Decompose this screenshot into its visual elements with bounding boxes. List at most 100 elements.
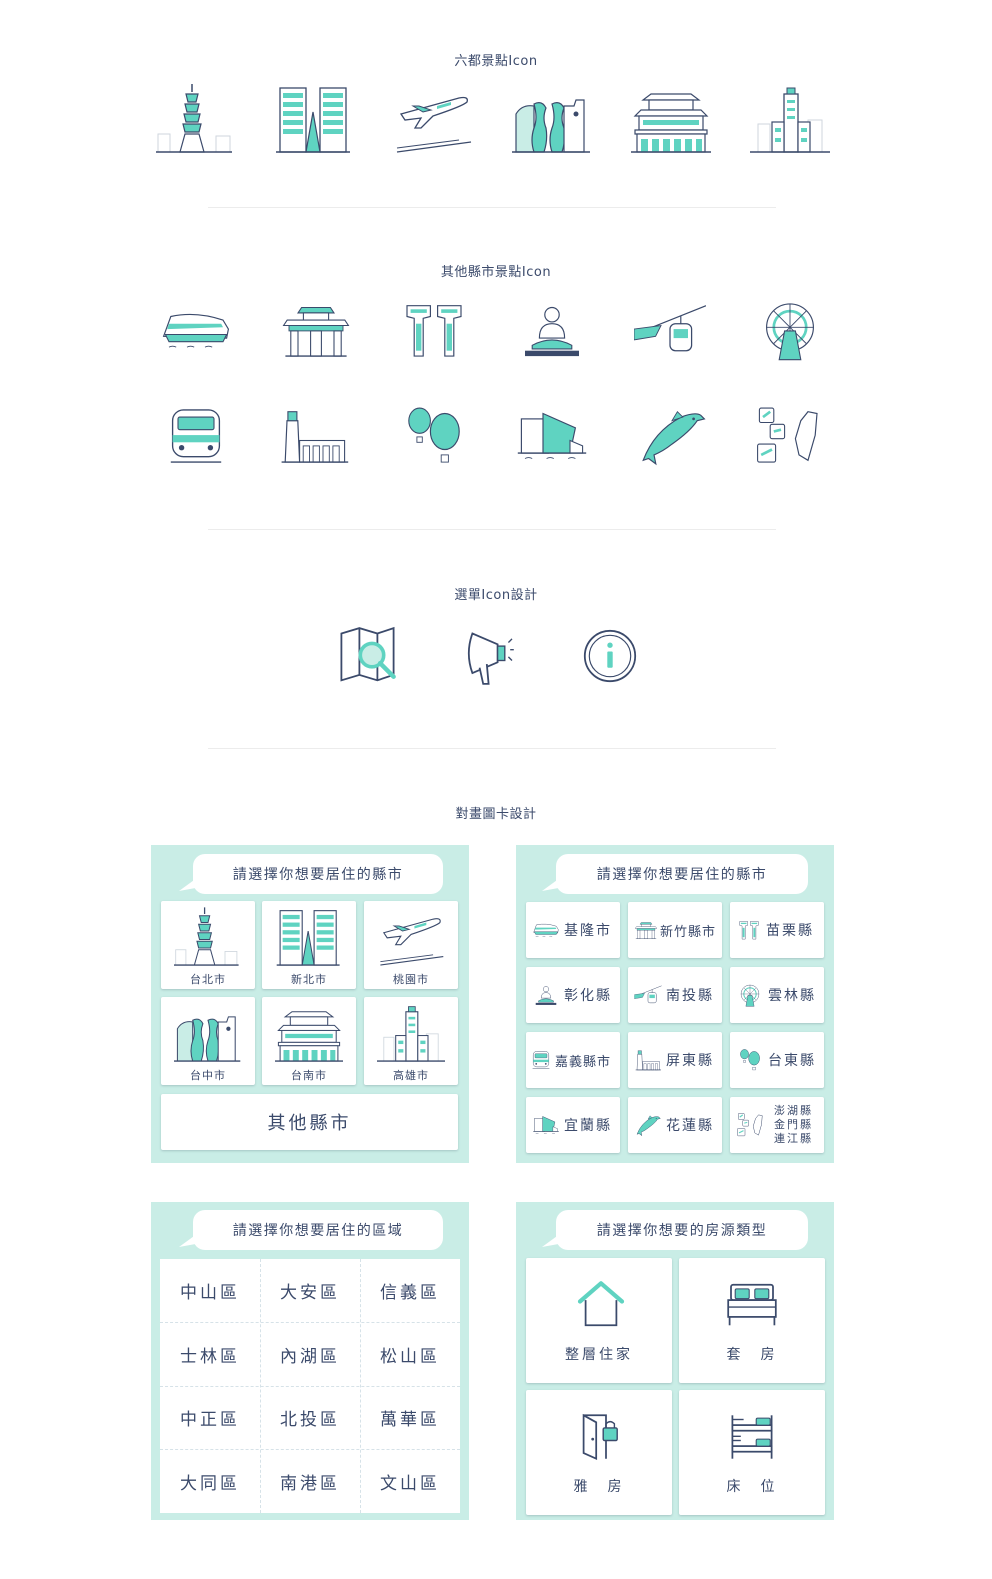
gondola-icon xyxy=(634,298,706,362)
megaphone-icon xyxy=(458,624,530,688)
district-option[interactable]: 大同區 xyxy=(180,1474,240,1494)
train-icon xyxy=(160,404,232,468)
gondola-icon xyxy=(634,983,662,1007)
county-label: 基隆市 xyxy=(564,923,612,939)
islands-label-stack: 澎湖縣 金門縣 連江縣 xyxy=(774,1104,813,1146)
section-title-six-cities: 六都景點Icon xyxy=(454,54,538,69)
room-type-label: 整層住家 xyxy=(565,1347,633,1363)
buddha-statue-icon xyxy=(532,983,560,1007)
county-label: 台東縣 xyxy=(768,1053,816,1069)
outlying-islands-icon xyxy=(736,1110,766,1140)
county-label: 雲林縣 xyxy=(768,988,816,1004)
city-card-new-taipei[interactable]: 新北市 xyxy=(262,901,356,989)
dolphin-icon xyxy=(636,404,708,468)
kaohsiung-tower-icon xyxy=(750,84,830,154)
city-card-kaohsiung[interactable]: 高雄市 xyxy=(364,997,458,1085)
taipei-101-icon xyxy=(156,84,236,154)
lighthouse-icon xyxy=(634,1048,662,1072)
room-type-entire-home[interactable]: 整層住家 xyxy=(526,1258,672,1383)
new-taipei-building-icon xyxy=(274,84,354,154)
buddha-statue-icon xyxy=(516,298,588,362)
room-type-suite[interactable]: 套 房 xyxy=(679,1258,825,1383)
district-option[interactable]: 大安區 xyxy=(280,1283,340,1303)
district-option[interactable]: 北投區 xyxy=(280,1410,340,1430)
county-label: 嘉義縣市 xyxy=(555,1054,612,1070)
county-label: 苗栗縣 xyxy=(766,923,814,939)
house-icon xyxy=(573,1280,629,1330)
district-option[interactable]: 信義區 xyxy=(380,1283,440,1303)
hot-air-balloon-icon xyxy=(736,1048,764,1072)
county-label: 宜蘭縣 xyxy=(564,1118,612,1134)
bubble-tail xyxy=(179,1231,201,1247)
double-bed-icon xyxy=(724,1280,780,1330)
city-card-taichung[interactable]: 台中市 xyxy=(161,997,255,1085)
other-counties-label: 其他縣市 xyxy=(267,1113,352,1134)
county-card-yunlin[interactable]: 雲林縣 xyxy=(730,967,824,1023)
other-counties-button[interactable]: 其他縣市 xyxy=(161,1094,458,1150)
room-type-label: 雅 房 xyxy=(573,1479,625,1495)
museum-icon xyxy=(516,404,588,468)
prompt-bubble: 請選擇你想要居住的區域 xyxy=(193,1210,443,1250)
prompt-bubble: 請選擇你想要居住的縣市 xyxy=(193,854,443,894)
district-select-panel: 請選擇你想要居住的區域 中山區 大安區 信義區 士林區 內湖區 松山區 中正區 … xyxy=(151,1202,469,1520)
district-option[interactable]: 南港區 xyxy=(280,1474,340,1494)
county-card-miaoli[interactable]: 苗栗縣 xyxy=(730,902,824,958)
city-label: 台北市 xyxy=(190,973,226,986)
room-type-panel: 請選擇你想要的房源類型 整層住家 套 房 雅 房 床 位 xyxy=(516,1202,834,1520)
county-card-taitung[interactable]: 台東縣 xyxy=(730,1032,824,1088)
city-label: 台南市 xyxy=(291,1069,327,1082)
bubble-tail xyxy=(179,875,201,891)
county-card-hsinchu[interactable]: 新竹縣市 xyxy=(628,902,722,958)
district-option[interactable]: 松山區 xyxy=(380,1347,440,1367)
city-label: 高雄市 xyxy=(393,1069,429,1082)
lighthouse-icon xyxy=(278,404,350,468)
map-search-icon xyxy=(336,624,408,688)
city-label: 桃園市 xyxy=(393,973,429,986)
temple-gate-icon xyxy=(634,919,658,941)
district-option[interactable]: 中山區 xyxy=(180,1283,240,1303)
county-card-keelung[interactable]: 基隆市 xyxy=(526,902,620,958)
district-option[interactable]: 萬華區 xyxy=(380,1410,440,1430)
county-label: 澎湖縣 xyxy=(774,1104,813,1117)
section-title-other-counties: 其他縣市景點Icon xyxy=(440,265,552,280)
airplane-icon xyxy=(393,84,473,154)
tainan-hall-icon xyxy=(631,84,711,154)
room-type-label: 床 位 xyxy=(726,1479,778,1495)
divider xyxy=(208,207,776,208)
city-select-panel: 請選擇你想要居住的縣市 台北市 新北市 桃園市 台中市 台南市 高雄市 其他縣市 xyxy=(151,845,469,1163)
outlying-islands-icon xyxy=(754,404,826,468)
ferris-wheel-icon xyxy=(736,983,764,1007)
county-label: 屏東縣 xyxy=(666,1053,714,1069)
county-label: 金門縣 xyxy=(774,1118,813,1131)
door-lock-icon xyxy=(571,1412,627,1462)
ship-icon xyxy=(532,918,560,942)
temple-gate-icon xyxy=(280,298,352,362)
ship-icon xyxy=(160,298,232,362)
county-label: 連江縣 xyxy=(774,1132,813,1145)
taichung-opera-icon xyxy=(512,84,592,154)
city-card-tainan[interactable]: 台南市 xyxy=(262,997,356,1085)
district-option[interactable]: 士林區 xyxy=(180,1347,240,1367)
county-card-islands[interactable]: 澎湖縣 金門縣 連江縣 xyxy=(730,1097,824,1153)
twin-towers-icon xyxy=(736,919,762,941)
district-option[interactable]: 中正區 xyxy=(180,1410,240,1430)
room-type-private-room[interactable]: 雅 房 xyxy=(526,1390,672,1515)
bunk-bed-icon xyxy=(724,1412,780,1462)
county-card-hualien[interactable]: 花蓮縣 xyxy=(628,1097,722,1153)
county-card-nantou[interactable]: 南投縣 xyxy=(628,967,722,1023)
section-title-dialog-cards: 對畫圖卡設計 xyxy=(455,807,537,822)
county-label: 新竹縣市 xyxy=(660,924,717,940)
room-type-label: 套 房 xyxy=(726,1347,778,1363)
county-card-chiayi[interactable]: 嘉義縣市 xyxy=(526,1032,620,1088)
divider xyxy=(208,529,776,530)
room-type-bed[interactable]: 床 位 xyxy=(679,1390,825,1515)
city-card-taoyuan[interactable]: 桃園市 xyxy=(364,901,458,989)
city-card-taipei[interactable]: 台北市 xyxy=(161,901,255,989)
district-option[interactable]: 文山區 xyxy=(380,1474,440,1494)
county-select-panel: 請選擇你想要居住的縣市 基隆市 新竹縣市 苗栗縣 彰化縣 南投縣 雲林縣 嘉義縣… xyxy=(516,845,834,1163)
county-card-yilan[interactable]: 宜蘭縣 xyxy=(526,1097,620,1153)
info-icon xyxy=(574,624,646,688)
county-card-pingtung[interactable]: 屏東縣 xyxy=(628,1032,722,1088)
county-card-changhua[interactable]: 彰化縣 xyxy=(526,967,620,1023)
district-option[interactable]: 內湖區 xyxy=(280,1347,340,1367)
